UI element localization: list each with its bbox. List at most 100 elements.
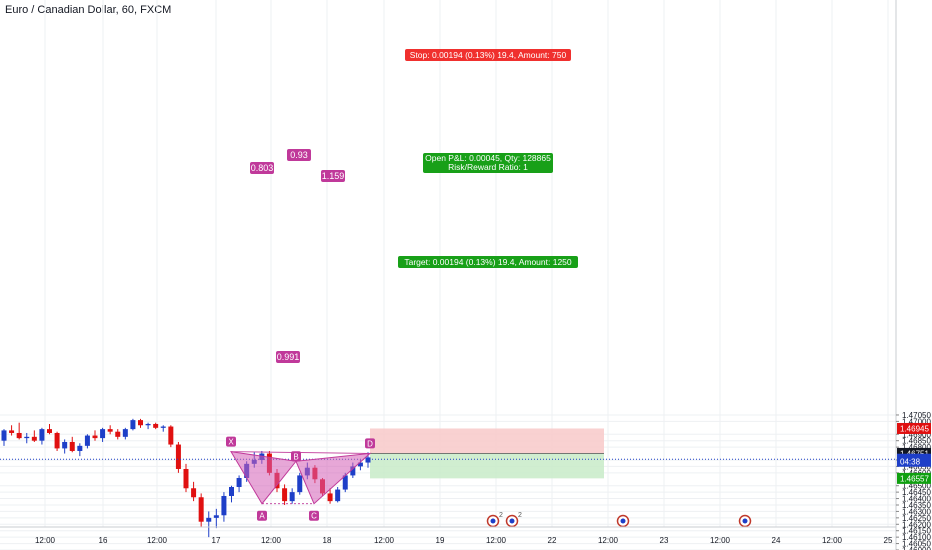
price-tick-label: 1.46500 (902, 482, 931, 491)
event-count: 2 (499, 512, 503, 519)
price-tick-label: 1.46450 (902, 488, 931, 497)
price-tick-label: 1.47000 (902, 417, 931, 426)
candle-body (31, 436, 37, 441)
price-tick-label: 1.46100 (902, 533, 931, 542)
time-tick-label: 17 (212, 536, 221, 545)
pattern-point-badge (257, 510, 267, 521)
time-tick-label: 18 (323, 536, 332, 545)
candle-body (39, 429, 45, 441)
candle-body (357, 462, 363, 467)
time-tick-label: 12:00 (486, 536, 507, 545)
price-tick-label: 1.46050 (902, 540, 931, 549)
price-tick-label: 1.46650 (902, 462, 931, 471)
candle-body (160, 426, 166, 428)
event-marker-dot (509, 518, 515, 524)
candle-body (206, 517, 212, 522)
price-tag: 1.46945 (900, 424, 929, 433)
pattern-point-label: X (228, 438, 234, 447)
candle-body (213, 515, 219, 518)
candle-body (327, 493, 333, 502)
pattern-point-label: A (259, 512, 265, 521)
stop-label: Stop: 0.00194 (0.13%) 19.4, Amount: 750 (410, 50, 567, 60)
price-tick-label: 1.46400 (902, 495, 931, 504)
candle-body (16, 432, 22, 439)
pattern-ratio-badge (321, 170, 345, 182)
candle-body (54, 432, 60, 449)
candle-body (365, 457, 371, 463)
candle-body (289, 492, 295, 502)
pattern-point-badge (291, 451, 301, 462)
pattern-point-label: C (311, 512, 317, 521)
pattern-ratio-label: 0.93 (290, 150, 308, 160)
pattern-ratio-label: 0.991 (277, 352, 300, 362)
candle-body (62, 441, 68, 449)
event-marker-dot (490, 518, 496, 524)
time-tick-label: 12:00 (261, 536, 282, 545)
price-tag: 04:38 (900, 457, 921, 466)
chart-title: Euro / Canadian Dollar, 60, FXCM (5, 4, 172, 16)
target-label-bg (398, 256, 578, 268)
pattern-point-badge (365, 438, 375, 449)
pattern-ratio-badge (250, 162, 274, 174)
target-zone (370, 453, 604, 479)
candle-body (138, 420, 143, 426)
pattern-point-label: D (367, 439, 373, 448)
pattern-point-badge (226, 436, 236, 447)
pattern-point-badge (309, 510, 319, 521)
candle-body (153, 423, 159, 428)
candle-body (107, 429, 113, 432)
price-tag-bg (897, 455, 931, 467)
time-tick-label: 12:00 (35, 536, 56, 545)
price-tick-label: 1.46300 (902, 507, 931, 516)
pattern-ratio-label: 0.803 (251, 163, 274, 173)
candle-body (229, 486, 234, 496)
time-tick-label: 23 (660, 536, 669, 545)
candle-body (221, 495, 227, 516)
time-tick-label: 12:00 (710, 536, 731, 545)
candle-body (24, 436, 30, 439)
time-tick-label: 25 (884, 536, 893, 545)
target-label: Target: 0.00194 (0.13%) 19.4, Amount: 12… (404, 257, 572, 267)
candle-body (335, 489, 341, 502)
candle-body (198, 497, 204, 522)
pattern-ratio-badge (287, 149, 311, 161)
time-tick-label: 12:00 (598, 536, 619, 545)
time-tick-label: 16 (99, 536, 108, 545)
open-pnl-label-bg (423, 153, 553, 173)
candle-body (84, 435, 90, 446)
candle-body (115, 431, 121, 437)
pattern-xab-triangle (230, 450, 297, 505)
candle-body (183, 468, 189, 489)
candle-body (100, 429, 106, 439)
time-tick-label: 22 (548, 536, 557, 545)
pattern-bcd-triangle (295, 452, 372, 505)
time-tick-label: 12:00 (374, 536, 395, 545)
candle-body (350, 466, 356, 476)
time-tick-label: 12:00 (147, 536, 168, 545)
risk-reward-label: Risk/Reward Ratio: 1 (448, 162, 528, 172)
price-tick-label: 1.46150 (902, 527, 931, 536)
candle-body (145, 423, 151, 426)
price-tick-label: 1.46800 (902, 443, 931, 452)
price-tick-label: 1.46850 (902, 437, 931, 446)
candle-body (236, 477, 242, 487)
price-tick-label: 1.46350 (902, 501, 931, 510)
open-pnl-label: Open P&L: 0.00045, Qty: 128865 (425, 153, 551, 163)
price-tag-bg (897, 422, 931, 434)
pattern-ratio-label: 1.159 (322, 171, 345, 181)
candle-body (168, 426, 174, 445)
stop-zone (370, 428, 604, 454)
time-tick-label: 24 (772, 536, 781, 545)
candle-body (1, 430, 7, 441)
candle-body (9, 430, 15, 433)
event-count: 2 (518, 512, 522, 519)
pattern-point-label: B (293, 452, 298, 461)
price-tag-bg (897, 447, 931, 459)
stop-label-bg (405, 49, 571, 61)
price-tick-label: 1.46250 (902, 514, 931, 523)
event-marker-dot (742, 518, 748, 524)
price-tag-bg (897, 472, 931, 484)
candle-body (342, 475, 348, 490)
